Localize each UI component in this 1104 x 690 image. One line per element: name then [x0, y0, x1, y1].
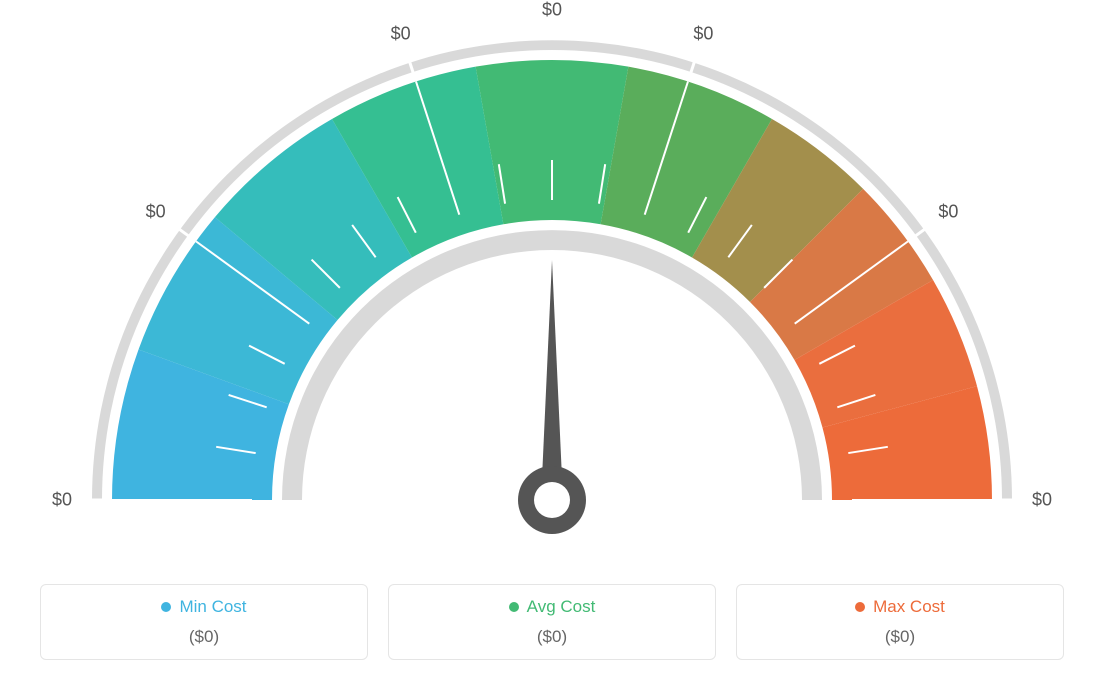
gauge-chart-container: $0 $0 $0 $0 $0 $0 $0 Min Cost ($0) Avg Cost ($… — [0, 0, 1104, 690]
legend-value-avg: ($0) — [397, 627, 707, 647]
legend-value-max: ($0) — [745, 627, 1055, 647]
legend-label-min: Min Cost — [179, 597, 246, 617]
legend-top-min: Min Cost — [49, 597, 359, 617]
gauge-tick-label: $0 — [938, 201, 958, 222]
gauge-tick-label: $0 — [1032, 490, 1052, 511]
legend-row: Min Cost ($0) Avg Cost ($0) Max Cost ($0… — [40, 584, 1064, 660]
legend-top-max: Max Cost — [745, 597, 1055, 617]
legend-value-min: ($0) — [49, 627, 359, 647]
gauge-tick-label: $0 — [542, 0, 562, 21]
legend-card-avg: Avg Cost ($0) — [388, 584, 716, 660]
gauge-tick-label: $0 — [693, 23, 713, 44]
gauge-tick-label: $0 — [146, 201, 166, 222]
gauge-tick-label: $0 — [52, 490, 72, 511]
gauge-svg-wrapper — [0, 0, 1104, 560]
gauge-svg — [0, 0, 1104, 560]
legend-label-avg: Avg Cost — [527, 597, 596, 617]
legend-card-min: Min Cost ($0) — [40, 584, 368, 660]
legend-dot-min — [161, 602, 171, 612]
legend-dot-avg — [509, 602, 519, 612]
gauge-tick-label: $0 — [391, 23, 411, 44]
legend-card-max: Max Cost ($0) — [736, 584, 1064, 660]
legend-label-max: Max Cost — [873, 597, 945, 617]
legend-top-avg: Avg Cost — [397, 597, 707, 617]
legend-dot-max — [855, 602, 865, 612]
